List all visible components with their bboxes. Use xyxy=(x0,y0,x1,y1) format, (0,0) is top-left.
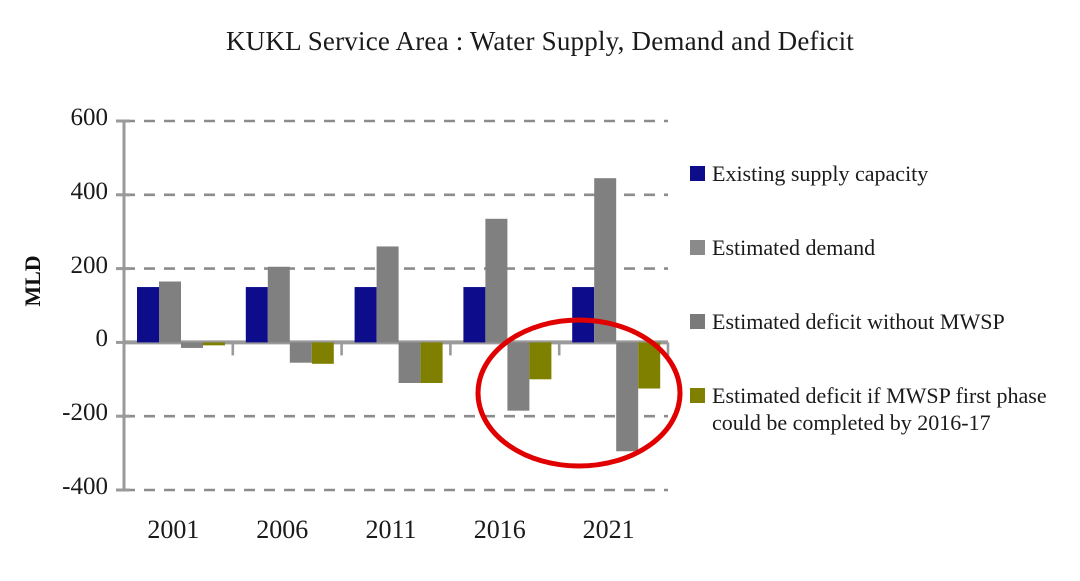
legend-label: Existing supply capacity xyxy=(712,161,929,186)
legend-swatch-icon xyxy=(690,166,705,181)
bar xyxy=(311,342,334,364)
chart-title: KUKL Service Area : Water Supply, Demand… xyxy=(225,26,855,56)
legend-item-estimated-demand: Estimated demand xyxy=(690,234,875,261)
y-tick-label: 0 xyxy=(95,325,109,353)
bar xyxy=(267,266,290,343)
bar xyxy=(159,281,181,343)
y-tick-label: -400 xyxy=(62,473,108,500)
bar xyxy=(289,342,312,363)
legend-label: Estimated deficit if MWSP first phase co… xyxy=(712,383,1047,435)
legend-swatch-icon xyxy=(690,388,705,403)
x-tick-label: 2001 xyxy=(147,515,200,544)
y-tick-label: 200 xyxy=(70,251,109,279)
legend-item-existing-supply-capacity: Existing supply capacity xyxy=(690,160,928,187)
bar xyxy=(507,342,530,411)
bar xyxy=(203,342,225,346)
legend-swatch-icon xyxy=(690,314,705,329)
bar xyxy=(398,342,421,383)
bar xyxy=(376,246,399,343)
red-highlight-ellipse xyxy=(475,317,683,469)
bar xyxy=(638,342,661,389)
bar xyxy=(354,287,377,343)
legend-label: Estimated deficit without MWSP xyxy=(712,309,1005,334)
y-tick-label: 600 xyxy=(70,104,109,131)
x-tick-label: 2021 xyxy=(582,515,635,544)
y-tick-label: 400 xyxy=(70,177,109,205)
legend-item-estimated-deficit-without-mwsp: Estimated deficit without MWSP xyxy=(690,308,1005,335)
bar xyxy=(420,342,443,383)
legend-swatch-icon xyxy=(690,240,705,255)
bar xyxy=(137,287,159,343)
bar xyxy=(572,287,595,343)
bars-group xyxy=(137,178,661,452)
x-tick-label: 2006 xyxy=(256,515,309,544)
y-tick-label: -200 xyxy=(62,399,108,427)
bar xyxy=(463,287,486,343)
x-tick-label: 2016 xyxy=(473,515,526,544)
bar xyxy=(245,287,268,343)
legend-label: Estimated demand xyxy=(712,235,876,260)
annotations-group xyxy=(475,317,683,469)
bar xyxy=(485,218,508,343)
bar xyxy=(181,342,203,348)
bar xyxy=(616,342,639,452)
bar xyxy=(529,342,552,380)
legend-item-estimated-deficit-if-mwsp-first-phase: Estimated deficit if MWSP first phase co… xyxy=(690,382,1047,436)
x-tick-label: 2011 xyxy=(365,515,417,544)
bar xyxy=(594,178,617,343)
